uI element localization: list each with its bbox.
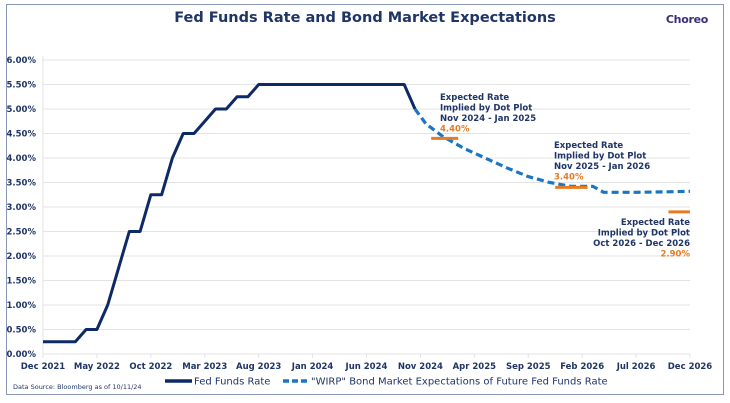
- legend-label-fed-funds: Fed Funds Rate: [194, 377, 270, 388]
- annotation-text: Implied by Dot Plot: [598, 229, 690, 239]
- legend-label-wirp: "WIRP" Bond Market Expectations of Futur…: [311, 377, 608, 388]
- annotation-text: Implied by Dot Plot: [440, 104, 532, 114]
- annotation-value: 2.90%: [661, 250, 691, 260]
- y-tick-label: 1.50%: [7, 277, 37, 287]
- x-tick-label: Jul 2026: [616, 362, 656, 372]
- x-tick-label: Nov 2024: [398, 362, 443, 372]
- y-tick-label: 4.00%: [7, 154, 37, 164]
- y-tick-label: 4.50%: [7, 130, 37, 140]
- data-source-note: Data Source: Bloomberg as of 10/11/24: [13, 383, 142, 391]
- x-tick-label: Oct 2022: [129, 362, 172, 372]
- brand-logo: Choreo: [665, 13, 708, 26]
- x-tick-label: Apr 2025: [453, 362, 497, 372]
- x-tick-label: May 2022: [74, 362, 120, 372]
- annotation-text: Implied by Dot Plot: [554, 152, 646, 162]
- legend: Fed Funds Rate "WIRP" Bond Market Expect…: [165, 377, 608, 388]
- x-tick-label: Aug 2023: [236, 362, 281, 372]
- x-tick-label: Feb 2026: [560, 362, 604, 372]
- y-axis: 0.00% 0.50% 1.00% 1.50% 2.00% 2.50% 3.00% 3.50%…: [7, 56, 44, 360]
- series-lines: [43, 83, 691, 344]
- annotation-text: Nov 2024 - Jan 2025: [440, 114, 536, 124]
- y-tick-label: 5.00%: [7, 105, 37, 115]
- y-tick-label: 3.50%: [7, 179, 37, 189]
- series-line-wirp: [413, 108, 691, 194]
- y-tick-label: 6.00%: [7, 56, 37, 66]
- x-axis: Dec 2021 May 2022 Oct 2022 Mar 2023 Aug 2023…: [21, 354, 713, 372]
- annotation-text: Expected Rate: [440, 93, 509, 103]
- annotation-text: Oct 2026 - Dec 2026: [593, 239, 690, 249]
- series-line-fed-funds: [43, 83, 417, 344]
- x-tick-label: Dec 2021: [21, 362, 66, 372]
- chart-title: Fed Funds Rate and Bond Market Expectati…: [174, 10, 556, 26]
- annotation-value: 3.40%: [554, 173, 584, 183]
- y-tick-label: 3.00%: [7, 203, 37, 213]
- y-tick-label: 5.50%: [7, 81, 37, 91]
- x-tick-label: Mar 2023: [182, 362, 227, 372]
- x-tick-label: Sep 2025: [506, 362, 551, 372]
- x-tick-label: Jan 2024: [291, 362, 334, 372]
- annotation-text: Expected Rate: [554, 141, 623, 151]
- y-tick-label: 2.00%: [7, 252, 37, 262]
- gridlines: [43, 59, 690, 355]
- annotation-value: 4.40%: [440, 125, 470, 135]
- annotation-text: Nov 2025 - Jan 2026: [554, 162, 650, 172]
- y-tick-label: 0.00%: [7, 350, 37, 360]
- x-tick-label: Dec 2026: [668, 362, 713, 372]
- annotation-text: Expected Rate: [621, 218, 690, 228]
- y-tick-label: 1.00%: [7, 301, 37, 311]
- y-tick-label: 2.50%: [7, 228, 37, 238]
- x-tick-label: Jun 2024: [345, 362, 388, 372]
- y-tick-label: 0.50%: [7, 326, 37, 336]
